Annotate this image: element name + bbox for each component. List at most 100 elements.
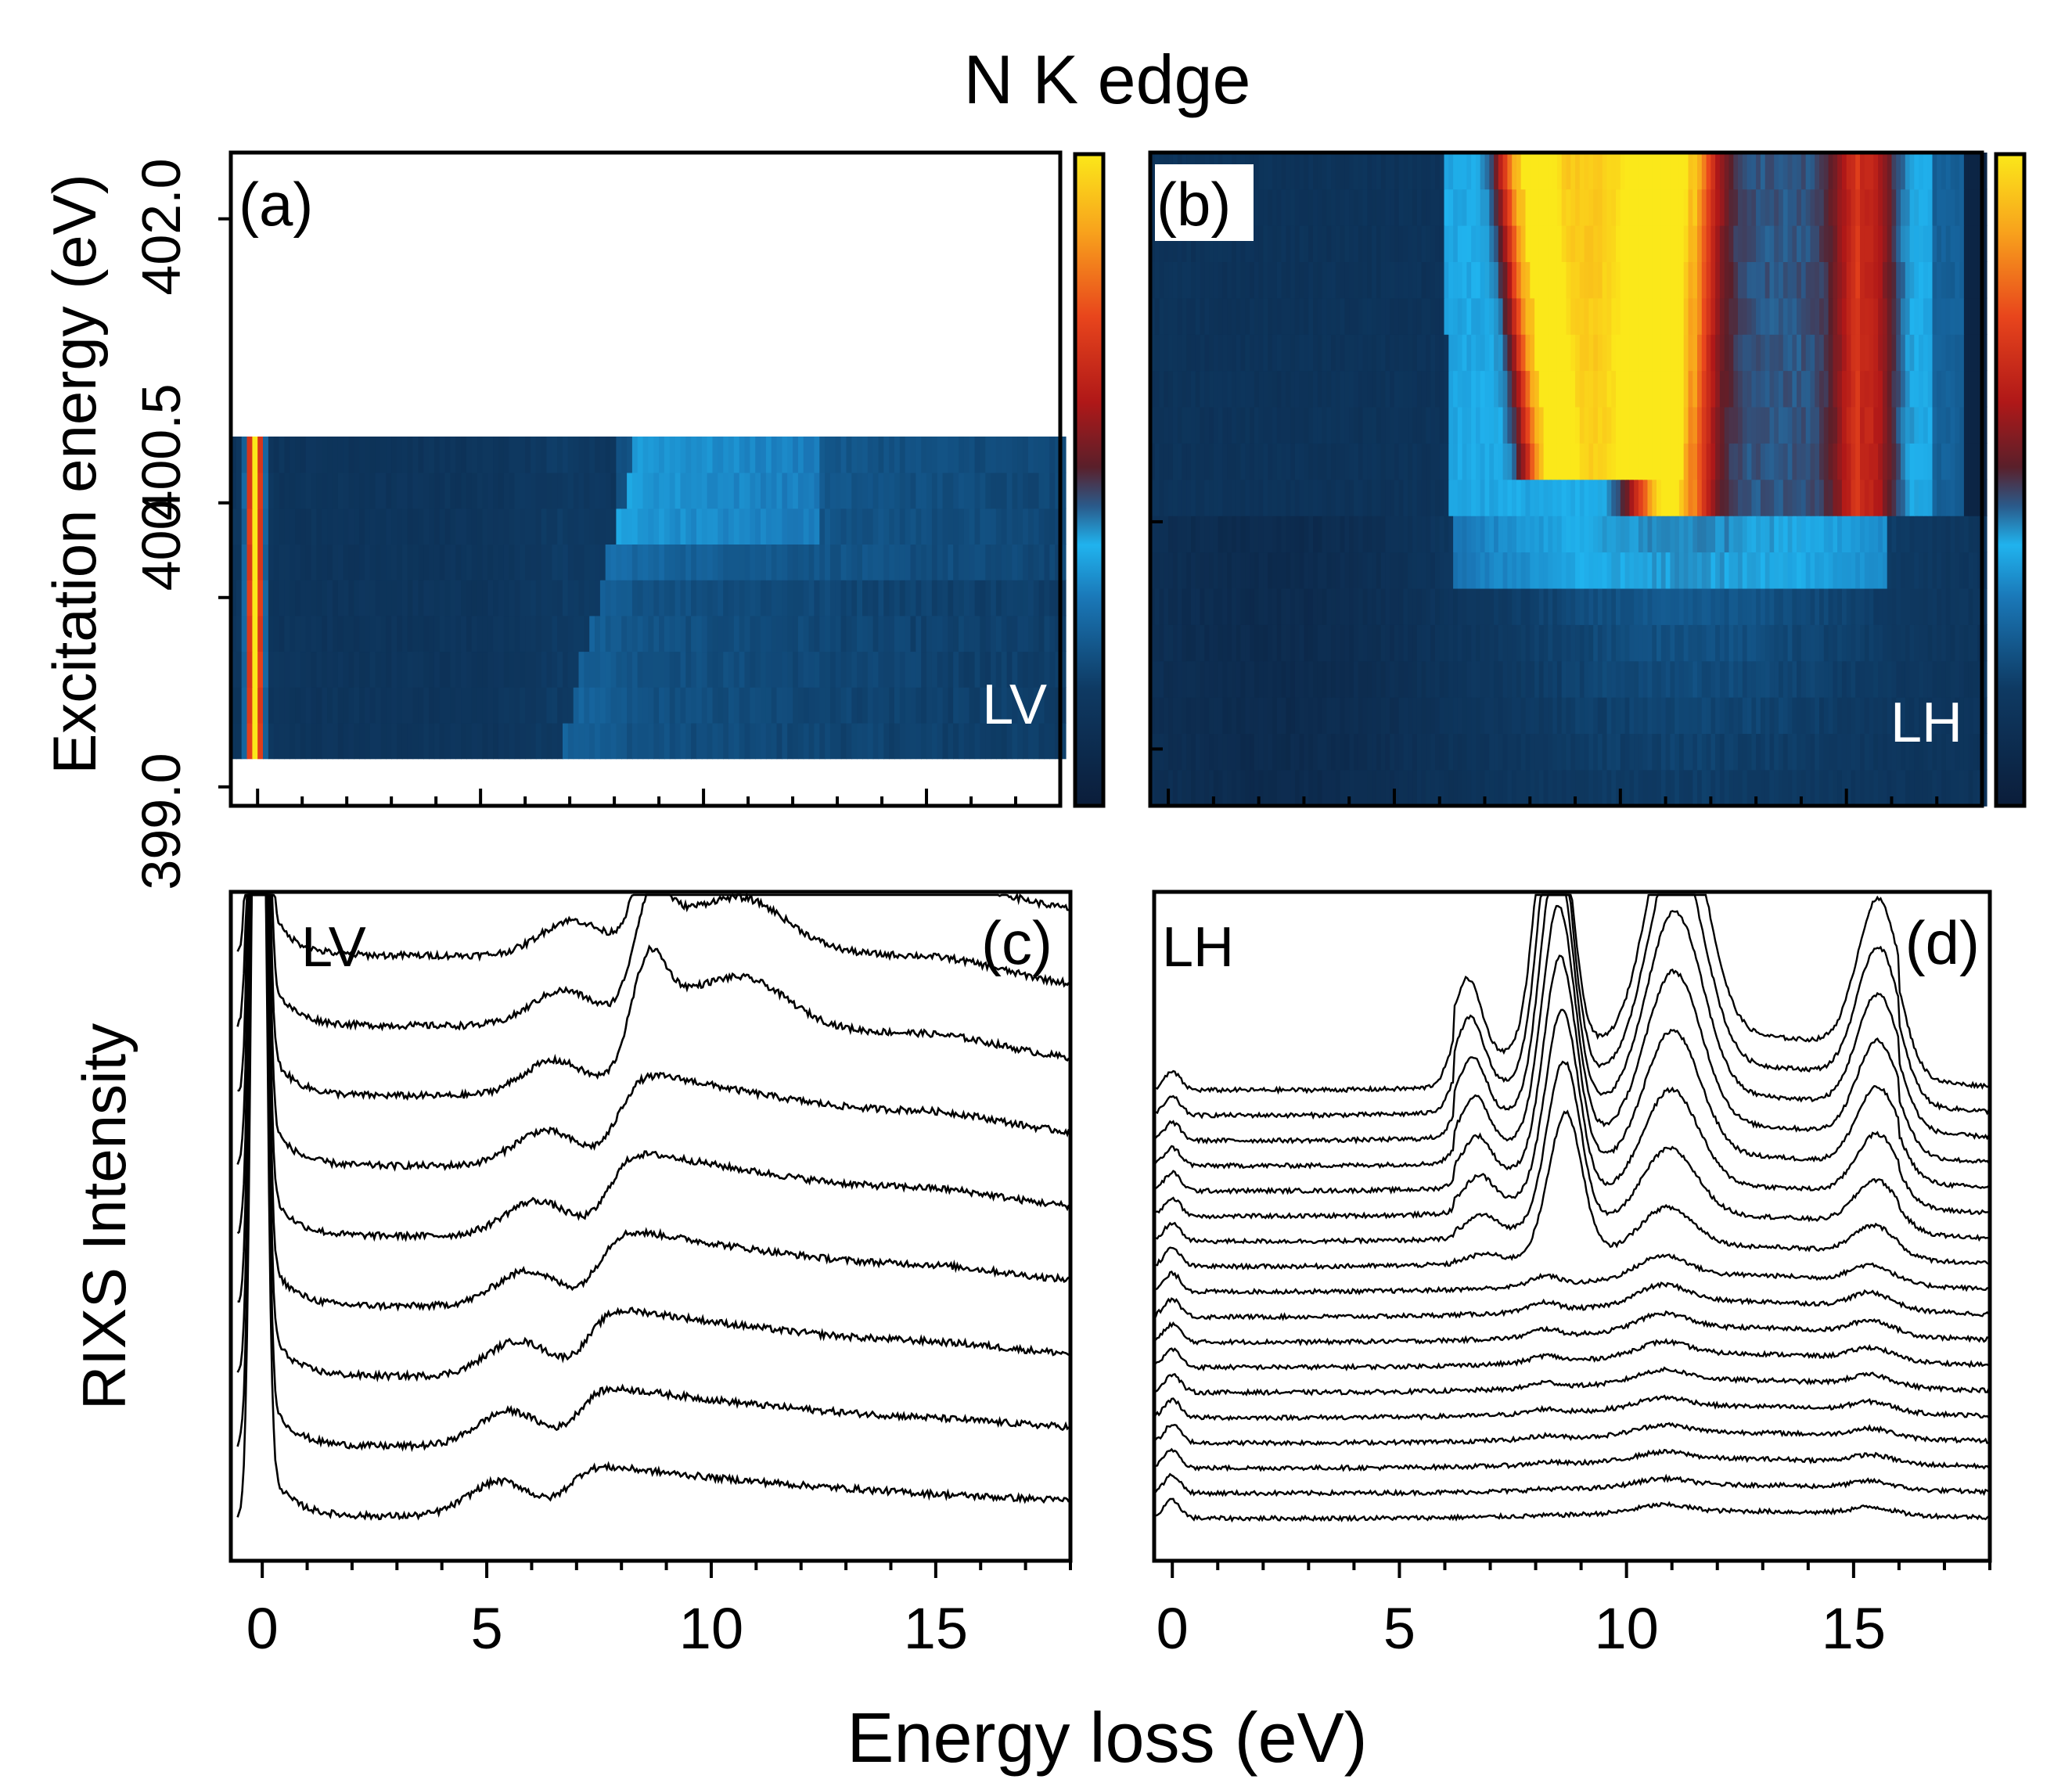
heatmap-b-cell <box>1606 153 1613 190</box>
heatmap-b-cell <box>1638 696 1644 734</box>
heatmap-b-cell <box>1250 769 1255 807</box>
heatmap-b-cell <box>1299 225 1305 262</box>
heatmap-a-cell <box>557 615 563 652</box>
heatmap-a-cell <box>653 508 660 545</box>
heatmap-b-cell <box>1823 515 1829 553</box>
heatmap-a-cell <box>1017 544 1023 580</box>
heatmap-a-cell <box>567 508 574 545</box>
heatmap-a-cell <box>857 472 863 509</box>
heatmap-b-cell <box>1602 769 1608 807</box>
heatmap-b-cell <box>1362 733 1369 771</box>
heatmap-b-cell <box>1629 588 1635 625</box>
heatmap-b-cell <box>1837 406 1843 444</box>
heatmap-a-cell <box>1028 615 1034 652</box>
heatmap-b-cell <box>1901 333 1906 372</box>
heatmap-b-cells <box>1150 153 1987 807</box>
heatmap-a-cell <box>295 437 301 473</box>
heatmap-a-cell <box>369 544 376 580</box>
heatmap-b-cell <box>1349 696 1354 734</box>
heatmap-a-cell <box>567 687 574 724</box>
heatmap-b-cell <box>1412 479 1418 516</box>
heatmap-b-cell <box>1245 588 1250 625</box>
heatmap-a-cell <box>231 508 237 545</box>
heatmap-b-cell <box>1719 624 1725 662</box>
heatmap-b-cell <box>1168 769 1174 807</box>
heatmap-b-cell <box>1331 624 1336 662</box>
heatmap-b-cell <box>1268 153 1273 190</box>
heatmap-a-cell <box>787 508 793 545</box>
heatmap-b-cell <box>1701 333 1707 372</box>
heatmap-b-cell <box>1172 406 1178 444</box>
heatmap-b-cell <box>1710 406 1716 444</box>
heatmap-b-cell <box>1692 261 1698 299</box>
heatmap-b-cell <box>1697 333 1703 372</box>
heatmap-a-cell <box>343 722 350 760</box>
heatmap-b-cell <box>1715 406 1721 444</box>
heatmap-b-cell <box>1896 406 1901 444</box>
heatmap-b-cell <box>1516 588 1522 625</box>
heatmap-b-cell <box>1945 370 1951 408</box>
heatmap-b-cell <box>1358 225 1364 262</box>
heatmap-b-cell <box>1675 515 1680 553</box>
heatmap-a-cell <box>680 615 687 652</box>
heatmap-b-cell <box>1742 189 1748 226</box>
heatmap-a-cell <box>354 544 360 580</box>
heatmap-b-cell <box>1416 769 1423 807</box>
heatmap-a-cell <box>691 437 697 473</box>
heatmap-b-cell <box>1642 660 1649 698</box>
heatmap-b-cell <box>1634 153 1639 190</box>
heatmap-a-cell <box>503 651 510 688</box>
heatmap-b-cell <box>1837 443 1843 480</box>
heatmap-b-cell <box>1855 406 1861 444</box>
heatmap-b-cell <box>1331 696 1336 734</box>
heatmap-b-cell <box>1792 261 1797 299</box>
heatmap-b-cell <box>1683 443 1689 480</box>
heatmap-b-cell <box>1815 733 1820 771</box>
heatmap-a-cell <box>343 508 350 545</box>
heatmap-b-cell <box>1575 406 1581 444</box>
heatmap-b-cell <box>1860 588 1865 625</box>
heatmap-b-cell <box>1937 225 1942 262</box>
heatmap-b-cell <box>1927 552 1934 589</box>
heatmap-b-cell <box>1186 443 1192 480</box>
heatmap-b-cell <box>1290 153 1296 190</box>
heatmap-b-cell <box>1534 333 1540 372</box>
heatmap-b-cell <box>1480 769 1486 807</box>
heatmap-a-cell <box>685 508 692 545</box>
heatmap-b-cell <box>1258 261 1264 299</box>
heatmap-b-cell <box>1403 552 1409 589</box>
heatmap-b-cell <box>1756 443 1761 480</box>
heatmap-b-cell <box>1502 769 1509 807</box>
heatmap-a-cell <box>1044 579 1051 616</box>
heatmap-a-cell <box>401 615 408 652</box>
heatmap-b-cell <box>1579 261 1585 299</box>
heatmap-b-cell <box>1955 225 1960 262</box>
heatmap-b-cell <box>1764 588 1771 625</box>
heatmap-b-cell <box>1973 225 1978 262</box>
heatmap-b-cell <box>1426 189 1431 226</box>
heatmap-b-cell <box>1756 153 1761 190</box>
heatmap-b-cell <box>1968 153 1974 190</box>
heatmap-b-cell <box>1182 479 1187 516</box>
heatmap-a-cell <box>991 687 997 724</box>
heatmap-b-cell <box>1186 515 1192 553</box>
heatmap-b-cell <box>1222 552 1228 589</box>
heatmap-b-cell <box>1891 297 1898 335</box>
heatmap-a-cell <box>631 579 639 616</box>
heatmap-b-cell <box>1566 153 1572 190</box>
heatmap-b-cell <box>1800 333 1807 372</box>
heatmap-b-cell <box>1616 588 1621 625</box>
heatmap-a-cell <box>487 722 494 760</box>
heatmap-b-cell <box>1683 189 1689 226</box>
heatmap-b-cell <box>1797 153 1802 190</box>
heatmap-b-cell <box>1367 515 1372 553</box>
heatmap-b-cell <box>1290 769 1296 807</box>
heatmap-b-cell <box>1905 189 1911 226</box>
heatmap-b-cell <box>1489 515 1495 553</box>
heatmap-b-cell <box>1873 552 1879 589</box>
heatmap-b-cell <box>1805 588 1811 625</box>
heatmap-b-cell <box>1561 370 1567 408</box>
heatmap-a-cell <box>365 508 371 545</box>
heatmap-b-cell <box>1281 515 1287 553</box>
heatmap-a-cell <box>284 472 290 509</box>
